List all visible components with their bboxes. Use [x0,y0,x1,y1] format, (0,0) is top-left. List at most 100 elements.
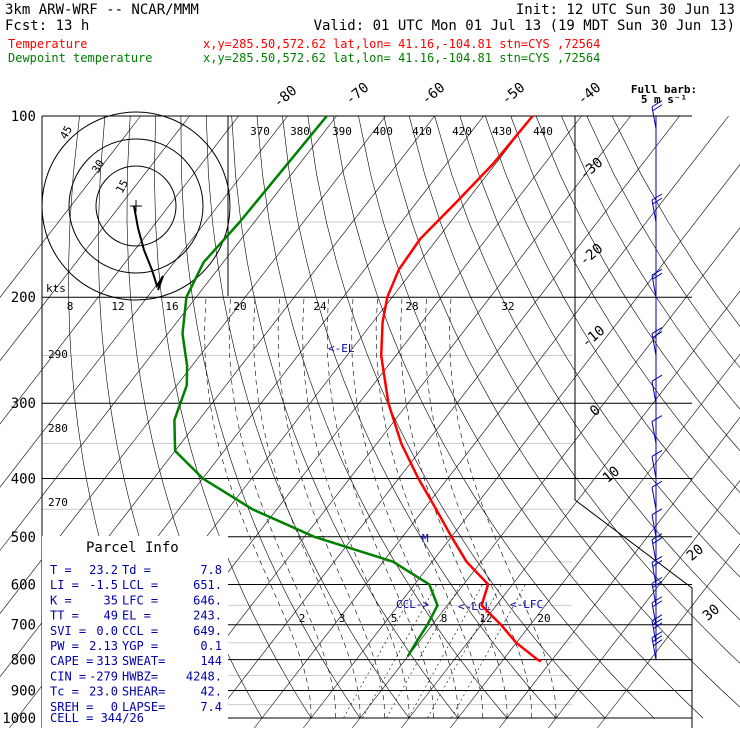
parcel-info-cell: -1.5 [89,578,118,592]
dry-adiabat-line [206,115,410,719]
parcel-info-cell: LAPSE= [122,700,165,714]
parcel-info-cell: 243. [193,609,222,623]
lfc-annotation: <-LFC [510,598,543,611]
parcel-info-cell: HWBZ= [122,669,158,683]
parcel-info-cell: LCL = [122,578,158,592]
dry-adiabat-line [561,115,740,410]
wind-barb-flag [651,508,663,516]
hodograph-ring-label: 45 [57,124,75,142]
wind-barb-flag [651,327,663,334]
dry-adiabat-line [231,115,459,719]
wind-barb-flag [652,635,663,643]
parcel-info-cell: SREH = [50,700,93,714]
wind-barb-flag [651,100,663,108]
theta-left-label: 280 [48,422,68,435]
hodograph-speed-label: 16 [165,300,178,313]
wind-barb-flag [652,197,663,205]
wind-barb-flag [651,480,663,488]
parcel-cell: CELL = 344/26 [50,711,144,725]
moist-adiabat-line [424,297,532,718]
dry-adiabat-line [510,115,740,493]
hodograph-ring [41,111,231,301]
wind-barb-staff [651,514,657,537]
mixing-ratio-line [451,584,526,719]
parcel-info-cell: CCL = [122,624,158,638]
theta-label: 400 [373,125,393,138]
parcel-info-cell: 649. [193,624,222,638]
parcel-info-cell: -279 [89,669,118,683]
ccl-annotation: CCL-> [396,598,429,611]
wind-barb-flag [651,193,663,201]
isotherm-line [254,115,729,729]
legend-dewpoint-info: x,y=285.50,572.62 lat,lon= 41.16,-104.81… [203,51,600,65]
parcel-info-cell: 23.2 [89,563,118,577]
wind-barb-flag [651,533,663,541]
header-forecast: Fcst: 13 h [5,18,89,34]
pressure-label: 700 [11,618,36,634]
parcel-info-cell: Tc = [50,685,79,699]
hodograph-speed-label: 12 [111,300,124,313]
parcel-info-cell: T = [50,563,72,577]
theta-label: 420 [452,125,472,138]
mixing-ratio-line [427,584,502,719]
isotherm-label: -20 [577,241,607,270]
wind-barb-staff [651,487,657,510]
mixing-ratio-line [343,584,418,719]
isotherm-label: -80 [271,83,301,112]
mixing-ratio-label: 2 [299,612,306,625]
isotherm-line [0,115,435,678]
moist-adiabat-line [351,297,459,719]
parcel-info-cell: SHEAR= [122,685,165,699]
mixing-ratio-label: 20 [537,612,550,625]
theta-label: 390 [332,125,352,138]
theta-label: 430 [492,125,512,138]
moist-adiabat-line [375,297,483,719]
parcel-info-cell: 7.8 [200,563,222,577]
dry-adiabat-line [180,115,361,719]
dewpoint-profile [173,115,439,658]
dry-adiabat-line [154,115,312,719]
hodograph-ring-label: 15 [113,178,131,196]
temperature-profile [379,115,542,663]
wind-barb-flag [651,450,663,457]
wind-barb-staff [651,421,657,444]
parcel-info-cell: 144 [200,654,222,668]
dry-adiabat-line [459,115,740,578]
parcel-info-cell: 0.1 [200,639,222,653]
parcel-info-cell: 651. [193,578,222,592]
wind-barb-flag [652,580,663,588]
wind-barb-staff [651,381,657,404]
mixing-ratio-line [408,584,483,719]
parcel-info-cell: 2.13 [89,639,118,653]
isotherm-label: -30 [577,155,607,184]
hodograph-trace [133,205,164,291]
wind-barb-flag [651,631,663,639]
header-valid: Valid: 01 UTC Mon 01 Jul 13 (19 MDT Sun … [314,18,735,34]
hodograph-ring [68,138,204,274]
parcel-info-cell: SWEAT= [122,654,165,668]
pressure-label: 900 [11,683,36,699]
wind-barb-flag [652,618,663,626]
isotherm-label: -40 [575,80,605,109]
wind-barb-flag [653,639,663,647]
isotherm-label: 10 [600,463,623,486]
hodograph-speed-label: 32 [501,300,514,313]
moist-adiabat-line [253,297,361,719]
moist-adiabat-line [326,297,434,719]
el-annotation: <-EL [328,342,355,355]
dry-adiabat-line [307,115,606,719]
m-marker: M [422,532,429,545]
parcel-info-cell: 23.0 [89,685,118,699]
parcel-info-background [42,536,228,728]
parcel-info-cell: SVI = [50,624,86,638]
parcel-info-cell: 313 [96,654,118,668]
wind-barb-flag [652,537,663,545]
pressure-label: 100 [11,109,36,125]
isotherm-label: -60 [419,80,449,109]
parcel-info-cell: 4248. [186,669,222,683]
hodograph-speed-label: 20 [233,300,246,313]
wind-barb-flag [651,596,663,604]
parcel-info-cell: Td = [122,563,151,577]
wind-barb-flag [652,272,663,280]
theta-left-label: 290 [48,348,68,361]
